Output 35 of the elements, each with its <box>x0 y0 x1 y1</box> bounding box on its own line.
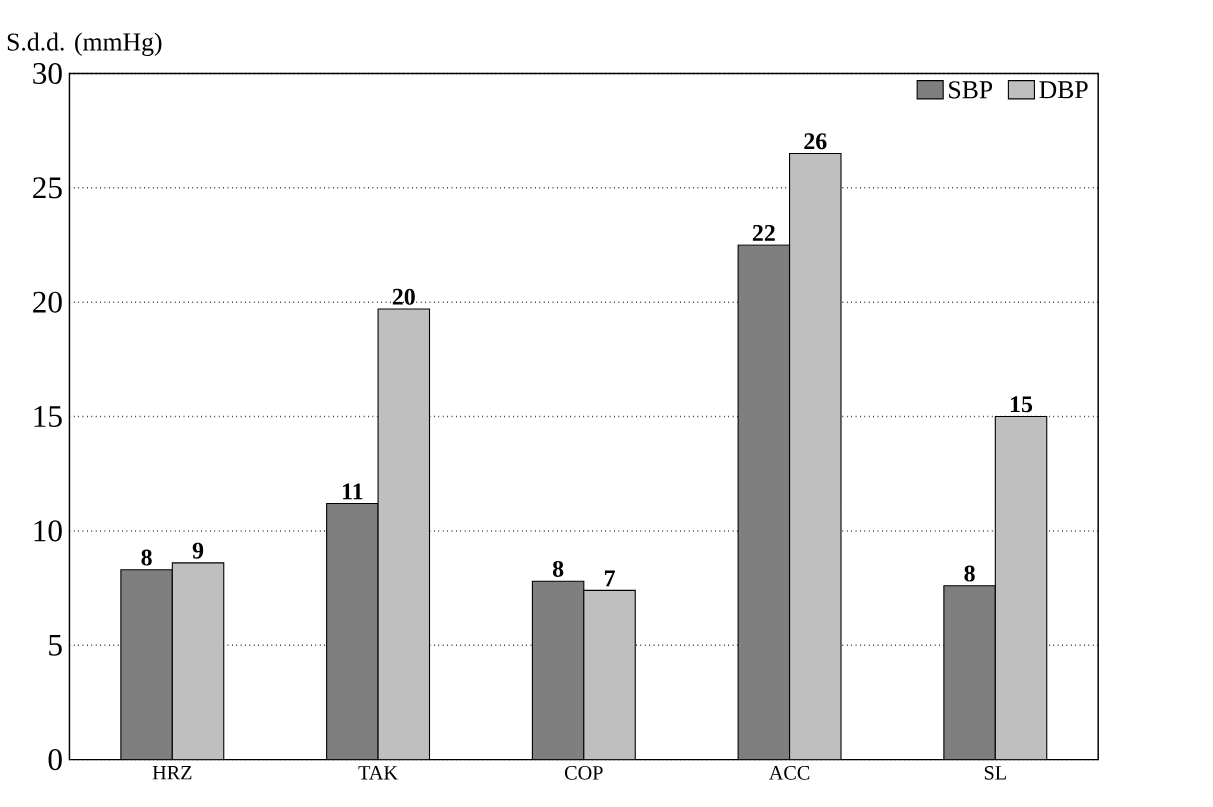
y-tick-label: 30 <box>33 62 62 84</box>
y-tick-label: 15 <box>34 405 62 427</box>
bar <box>531 580 585 760</box>
x-tick-label: HRZ <box>152 765 192 780</box>
bar <box>737 244 791 760</box>
y-axis-title: S.d.d. (mmHg) <box>7 32 162 56</box>
bar <box>120 569 173 760</box>
bar <box>377 308 431 760</box>
bar <box>583 589 636 760</box>
x-tick-label: COP <box>564 765 603 780</box>
x-tick-label: ACC <box>768 765 810 780</box>
x-tick-label: TAK <box>358 765 398 780</box>
data-label: 9 <box>192 542 204 559</box>
bar <box>326 502 379 760</box>
data-label: 20 <box>392 288 415 305</box>
y-tick-label: 5 <box>49 634 62 656</box>
data-label: 22 <box>752 224 775 241</box>
bar <box>171 562 225 760</box>
y-tick-label: 0 <box>48 748 62 770</box>
data-label: 15 <box>1011 396 1033 413</box>
data-label: 8 <box>964 565 975 582</box>
x-tick-label: SL <box>984 765 1006 780</box>
data-label: 26 <box>804 133 827 150</box>
legend-label: DBP <box>1039 81 1088 98</box>
bar <box>789 152 842 760</box>
y-tick-label: 25 <box>33 177 62 199</box>
bar <box>994 415 1048 760</box>
y-tick-label: 20 <box>33 291 62 313</box>
data-label: 11 <box>342 483 363 500</box>
bar <box>943 585 996 760</box>
data-label: 8 <box>141 549 152 566</box>
data-label: 7 <box>604 570 615 586</box>
y-tick-label: 10 <box>34 520 62 542</box>
data-label: 8 <box>552 560 564 577</box>
legend-label: SBP <box>949 80 993 99</box>
